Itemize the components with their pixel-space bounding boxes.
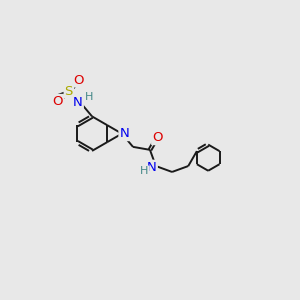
Text: O: O [52,95,63,108]
Text: N: N [73,95,83,109]
Text: H: H [85,92,93,102]
Text: S: S [64,85,73,98]
Text: O: O [152,131,163,144]
Text: N: N [119,127,129,140]
Text: N: N [147,161,157,174]
Text: H: H [140,167,149,176]
Text: O: O [73,74,84,87]
